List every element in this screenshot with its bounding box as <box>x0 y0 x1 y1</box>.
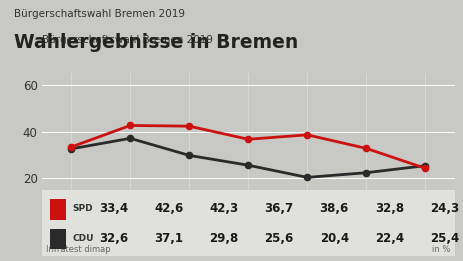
Text: in %: in % <box>431 245 450 254</box>
Text: 22,4: 22,4 <box>374 232 403 245</box>
Text: 32,8: 32,8 <box>374 202 403 215</box>
Text: Bürgerschaftswahl Bremen 2019: Bürgerschaftswahl Bremen 2019 <box>42 34 213 45</box>
Text: Bürgerschaftswahl Bremen 2019: Bürgerschaftswahl Bremen 2019 <box>14 9 185 19</box>
Text: 29,8: 29,8 <box>209 232 238 245</box>
Text: Wahlergebnisse in Bremen: Wahlergebnisse in Bremen <box>14 33 298 52</box>
Text: 37,1: 37,1 <box>154 232 183 245</box>
FancyBboxPatch shape <box>50 229 65 249</box>
Text: 42,6: 42,6 <box>154 202 183 215</box>
Text: Infratest dimap: Infratest dimap <box>46 245 110 254</box>
Text: 24,3: 24,3 <box>429 202 458 215</box>
Text: 42,3: 42,3 <box>209 202 238 215</box>
Text: 20,4: 20,4 <box>319 232 348 245</box>
FancyBboxPatch shape <box>50 199 65 220</box>
Text: SPD: SPD <box>73 204 93 213</box>
Text: 38,6: 38,6 <box>319 202 348 215</box>
Text: 33,4: 33,4 <box>99 202 128 215</box>
Text: 25,6: 25,6 <box>264 232 293 245</box>
Text: 36,7: 36,7 <box>264 202 293 215</box>
Text: CDU: CDU <box>73 234 94 242</box>
Text: 25,4: 25,4 <box>429 232 458 245</box>
Text: 32,6: 32,6 <box>99 232 128 245</box>
